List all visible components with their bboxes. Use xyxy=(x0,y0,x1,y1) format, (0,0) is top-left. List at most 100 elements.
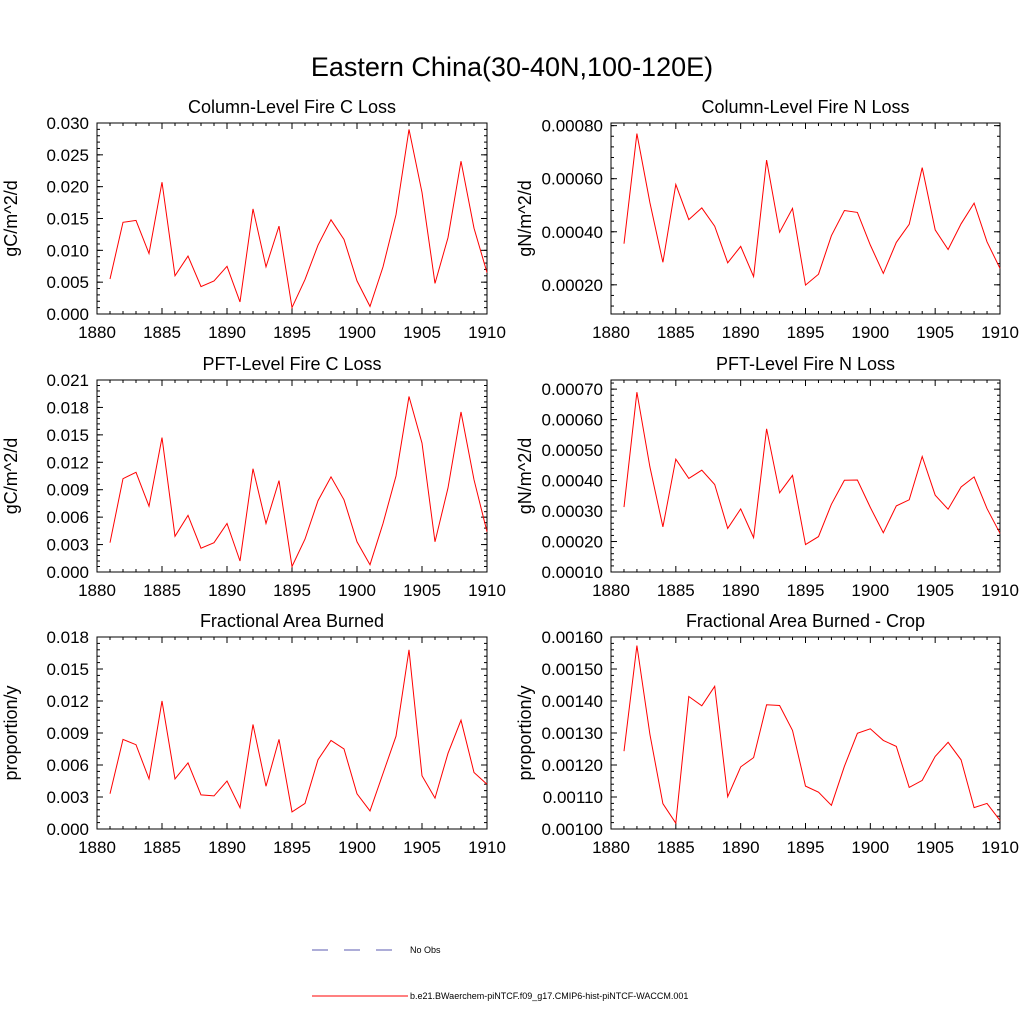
chart-title: PFT-Level Fire C Loss xyxy=(202,354,381,374)
x-tick-label: 1880 xyxy=(592,838,630,857)
y-tick-label: 0.009 xyxy=(46,481,89,500)
y-tick-label: 0.018 xyxy=(46,628,89,647)
y-tick-label: 0.00160 xyxy=(542,628,603,647)
y-tick-label: 0.000 xyxy=(46,305,89,324)
x-tick-label: 1890 xyxy=(208,323,246,342)
y-tick-label: 0.021 xyxy=(46,371,89,390)
y-tick-label: 0.003 xyxy=(46,788,89,807)
x-tick-label: 1890 xyxy=(722,838,760,857)
y-tick-label: 0.00020 xyxy=(542,276,603,295)
y-tick-label: 0.012 xyxy=(46,692,89,711)
x-tick-label: 1885 xyxy=(657,838,695,857)
y-tick-label: 0.005 xyxy=(46,273,89,292)
y-tick-label: 0.00130 xyxy=(542,724,603,743)
x-tick-label: 1880 xyxy=(78,323,116,342)
legend-run-label: b.e21.BWaerchem-piNTCF.f09_g17.CMIP6-his… xyxy=(410,991,688,1001)
x-tick-label: 1885 xyxy=(143,323,181,342)
x-tick-label: 1905 xyxy=(403,838,441,857)
x-tick-label: 1910 xyxy=(981,581,1019,600)
plot-frame xyxy=(96,636,488,830)
series-line xyxy=(623,133,1001,287)
series-line xyxy=(109,649,488,813)
x-tick-label: 1895 xyxy=(787,323,825,342)
y-tick-label: 0.018 xyxy=(46,398,89,417)
y-tick-label: 0.020 xyxy=(46,178,89,197)
y-tick-label: 0.00060 xyxy=(542,411,603,430)
y-axis-label: gN/m^2/d xyxy=(515,180,535,256)
y-tick-label: 0.00120 xyxy=(542,756,603,775)
x-tick-label: 1890 xyxy=(722,323,760,342)
x-tick-label: 1905 xyxy=(916,838,954,857)
figure-title: Eastern China(30-40N,100-120E) xyxy=(311,52,713,82)
x-tick-label: 1890 xyxy=(208,838,246,857)
chart-panel: Fractional Area Burned proportion/y 1880 18… xyxy=(1,611,506,857)
x-tick-label: 1910 xyxy=(468,581,506,600)
x-tick-label: 1885 xyxy=(143,581,181,600)
chart-panel: Column-Level Fire N Loss gN/m^2/d 1880 1885… xyxy=(515,97,1019,342)
y-tick-label: 0.006 xyxy=(46,756,89,775)
legend-no-obs-label: No Obs xyxy=(410,945,441,955)
y-tick-label: 0.00020 xyxy=(542,533,603,552)
y-axis-label: gC/m^2/d xyxy=(1,438,21,514)
y-tick-label: 0.00010 xyxy=(542,563,603,582)
y-axis-label: proportion/y xyxy=(515,685,535,780)
x-tick-label: 1885 xyxy=(657,323,695,342)
x-tick-label: 1880 xyxy=(592,581,630,600)
x-tick-label: 1890 xyxy=(722,581,760,600)
plot-frame xyxy=(610,636,1001,830)
chart-panel: PFT-Level Fire C Loss gC/m^2/d 1880 1885 189… xyxy=(1,354,506,600)
y-tick-label: 0.00040 xyxy=(542,223,603,242)
plot-frame xyxy=(96,379,488,573)
y-tick-label: 0.015 xyxy=(46,660,89,679)
series-line xyxy=(623,645,1001,825)
x-tick-label: 1885 xyxy=(143,838,181,857)
x-tick-label: 1895 xyxy=(273,581,311,600)
x-tick-label: 1900 xyxy=(851,323,889,342)
y-tick-label: 0.00030 xyxy=(542,502,603,521)
x-tick-label: 1885 xyxy=(657,581,695,600)
chart-panel: Column-Level Fire C Loss gC/m^2/d 1880 1885… xyxy=(1,97,506,342)
x-tick-label: 1910 xyxy=(981,838,1019,857)
y-tick-label: 0.025 xyxy=(46,146,89,165)
x-tick-label: 1880 xyxy=(78,581,116,600)
y-tick-label: 0.010 xyxy=(46,241,89,260)
x-tick-label: 1910 xyxy=(468,323,506,342)
x-tick-label: 1895 xyxy=(273,838,311,857)
chart-title: Fractional Area Burned xyxy=(200,611,384,631)
x-tick-label: 1880 xyxy=(78,838,116,857)
y-tick-label: 0.015 xyxy=(46,426,89,445)
x-tick-label: 1905 xyxy=(916,581,954,600)
series-line xyxy=(623,392,1001,546)
legend: No Obs b.e21.BWaerchem-piNTCF.f09_g17.CM… xyxy=(312,945,688,1001)
x-tick-label: 1900 xyxy=(338,838,376,857)
y-tick-label: 0.00070 xyxy=(542,380,603,399)
chart-title: Column-Level Fire N Loss xyxy=(701,97,909,117)
y-tick-label: 0.00060 xyxy=(542,170,603,189)
y-tick-label: 0.00110 xyxy=(543,788,603,807)
x-tick-label: 1910 xyxy=(468,838,506,857)
chart-title: Fractional Area Burned - Crop xyxy=(686,611,925,631)
x-tick-label: 1895 xyxy=(787,581,825,600)
x-tick-label: 1905 xyxy=(916,323,954,342)
y-axis-label: proportion/y xyxy=(1,685,21,780)
chart-panel: Fractional Area Burned - Crop proportion/… xyxy=(515,611,1019,857)
y-tick-label: 0.006 xyxy=(46,508,89,527)
y-tick-label: 0.00100 xyxy=(542,820,603,839)
y-tick-label: 0.030 xyxy=(46,114,89,133)
chart-panel: PFT-Level Fire N Loss gN/m^2/d 1880 1885 189… xyxy=(515,354,1019,600)
y-axis-label: gN/m^2/d xyxy=(515,438,535,514)
x-tick-label: 1880 xyxy=(592,323,630,342)
y-tick-label: 0.000 xyxy=(46,820,89,839)
chart-title: PFT-Level Fire N Loss xyxy=(716,354,895,374)
x-tick-label: 1910 xyxy=(981,323,1019,342)
y-tick-label: 0.00080 xyxy=(542,117,603,136)
y-tick-label: 0.009 xyxy=(46,724,89,743)
y-tick-label: 0.00050 xyxy=(542,441,603,460)
x-tick-label: 1895 xyxy=(787,838,825,857)
x-tick-label: 1890 xyxy=(208,581,246,600)
x-tick-label: 1895 xyxy=(273,323,311,342)
chart-title: Column-Level Fire C Loss xyxy=(188,97,396,117)
y-axis-label: gC/m^2/d xyxy=(1,180,21,256)
x-tick-label: 1900 xyxy=(851,581,889,600)
